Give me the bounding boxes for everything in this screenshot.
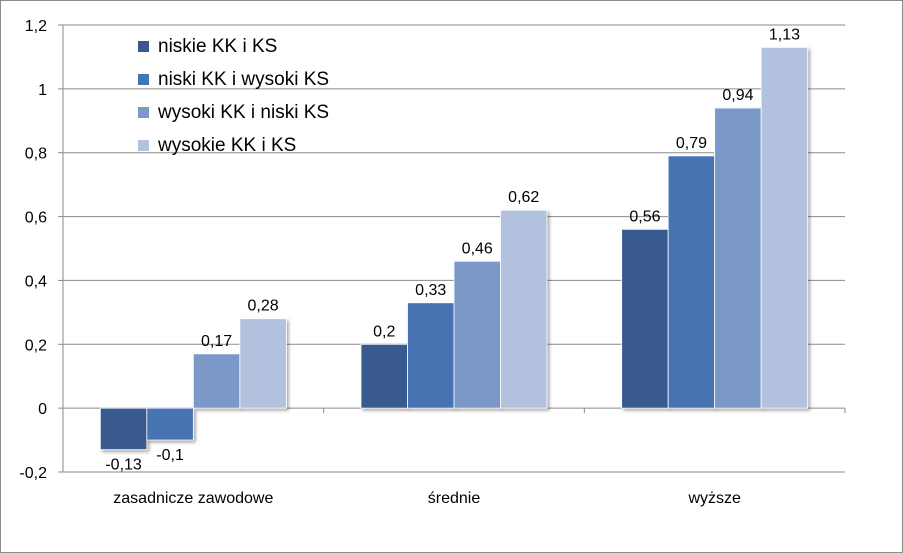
category-label: średnie: [428, 490, 481, 507]
bar: [99, 407, 148, 451]
data-label: 0,2: [373, 323, 395, 340]
bars: [99, 46, 809, 451]
bar: [239, 318, 287, 409]
bar: [714, 107, 762, 409]
y-tick-label: 1: [38, 82, 47, 99]
data-label: 0,28: [248, 298, 279, 315]
y-tick-label: 0: [38, 401, 47, 418]
data-label: 0,79: [676, 135, 707, 152]
legend-swatch: [138, 107, 149, 118]
data-label: -0,1: [156, 447, 184, 464]
legend-label: niski KK i wysoki KS: [158, 69, 329, 90]
data-label: 0,62: [508, 189, 539, 206]
legend: niskie KK i KS niski KK i wysoki KS wysoki…: [138, 36, 329, 156]
bar: [667, 155, 716, 409]
y-tick-label: 1,2: [25, 18, 47, 35]
category-label: wyższe: [687, 490, 741, 507]
data-label: 0,56: [629, 208, 660, 225]
bar: [453, 260, 501, 409]
bar: [192, 353, 241, 409]
legend-swatch: [138, 140, 149, 151]
data-label: 0,94: [722, 87, 753, 104]
bar: [360, 343, 408, 409]
bar: [621, 228, 669, 409]
axes: -0,2 0 0,2 0,4 0,6 0,8 1 1,2 zasadnicze zawodowe…: [19, 18, 846, 507]
data-label: -0,13: [105, 457, 142, 474]
legend-label: wysoki KK i niski KS: [157, 102, 329, 123]
y-tick-label: -0,2: [19, 465, 47, 482]
data-label: 0,33: [415, 282, 446, 299]
data-label: 0,17: [201, 333, 232, 350]
y-tick-label: 0,2: [25, 337, 47, 354]
y-tick-label: 0,4: [25, 273, 47, 290]
bar: [500, 209, 548, 409]
y-tick-label: 0,6: [25, 210, 47, 227]
y-tick-label: 0,8: [25, 146, 47, 163]
legend-swatch: [138, 41, 149, 52]
legend-swatch: [138, 74, 149, 85]
bar: [760, 46, 809, 409]
bar: [146, 407, 194, 441]
legend-label: wysokie KK i KS: [157, 135, 296, 156]
category-label: zasadnicze zawodowe: [113, 490, 273, 507]
data-label: 0,46: [462, 240, 493, 257]
legend-label: niskie KK i KS: [158, 36, 277, 57]
data-label: 1,13: [769, 26, 800, 43]
data-labels: -0,13 0,2 0,56 -0,1 0,33 0,79 0,17 0,46 0,94 0,28…: [105, 26, 800, 473]
bar: [407, 302, 455, 409]
